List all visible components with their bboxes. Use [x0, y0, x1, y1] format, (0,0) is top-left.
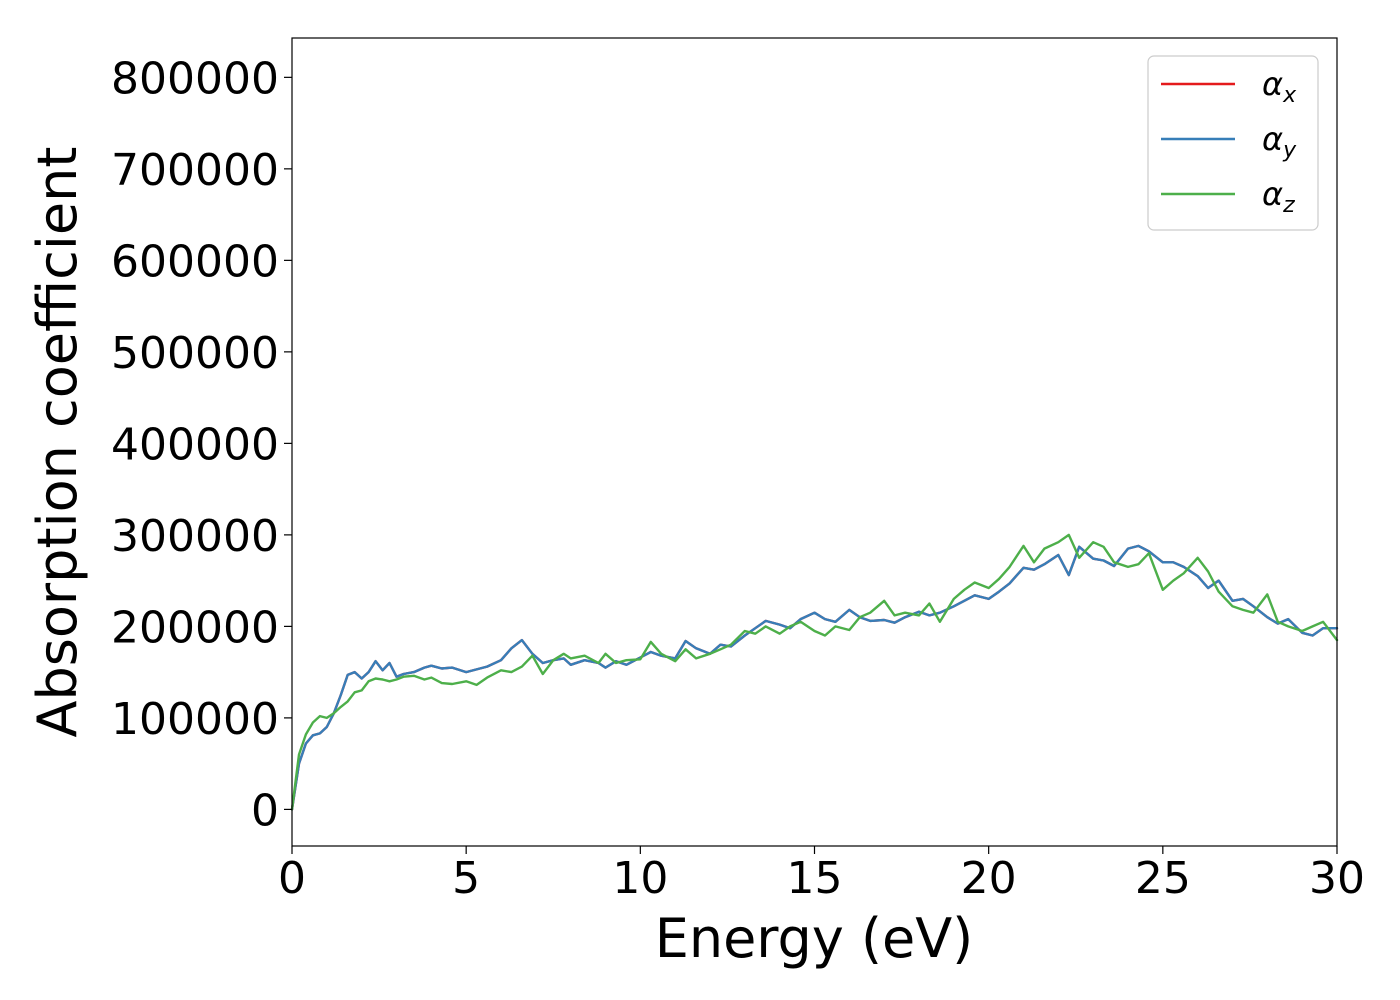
x-tick-label: 20 — [961, 853, 1017, 904]
y-tick-label: 700000 — [111, 145, 279, 196]
series-layer — [290, 533, 1339, 811]
x-tick-label: 0 — [278, 853, 306, 904]
legend-item-z: αz — [1161, 175, 1295, 218]
y-tick-label: 100000 — [111, 694, 279, 745]
y-tick-label: 400000 — [111, 419, 279, 470]
legend-item-x: αx — [1161, 65, 1297, 108]
y-axis: 0 100000 200000 300000 400000 500000 600000 700… — [111, 53, 292, 836]
legend-label: αy — [1262, 120, 1297, 163]
legend-label: αx — [1262, 65, 1297, 108]
y-tick-label: 300000 — [111, 511, 279, 562]
legend-item-y: αy — [1161, 120, 1297, 163]
legend: αx αy αz — [1147, 55, 1319, 231]
series-line-z — [290, 533, 1339, 811]
x-tick-label: 15 — [787, 853, 843, 904]
series-line-x — [290, 544, 1339, 811]
y-tick-label: 800000 — [111, 53, 279, 104]
y-tick-label: 200000 — [111, 602, 279, 653]
y-tick-label: 0 — [251, 785, 279, 836]
x-tick-label: 10 — [612, 853, 668, 904]
x-axis: 0 5 10 15 20 25 30 — [278, 846, 1365, 904]
y-axis-title: Absorption coefficient — [26, 147, 89, 738]
x-axis-title: Energy (eV) — [655, 907, 974, 970]
x-tick-label: 30 — [1309, 853, 1365, 904]
x-tick-label: 25 — [1135, 853, 1191, 904]
y-tick-label: 500000 — [111, 328, 279, 379]
x-tick-label: 5 — [452, 853, 480, 904]
legend-label: αz — [1262, 175, 1295, 218]
legend-box — [1147, 55, 1319, 231]
series-line-y — [290, 544, 1339, 811]
y-tick-label: 600000 — [111, 236, 279, 287]
